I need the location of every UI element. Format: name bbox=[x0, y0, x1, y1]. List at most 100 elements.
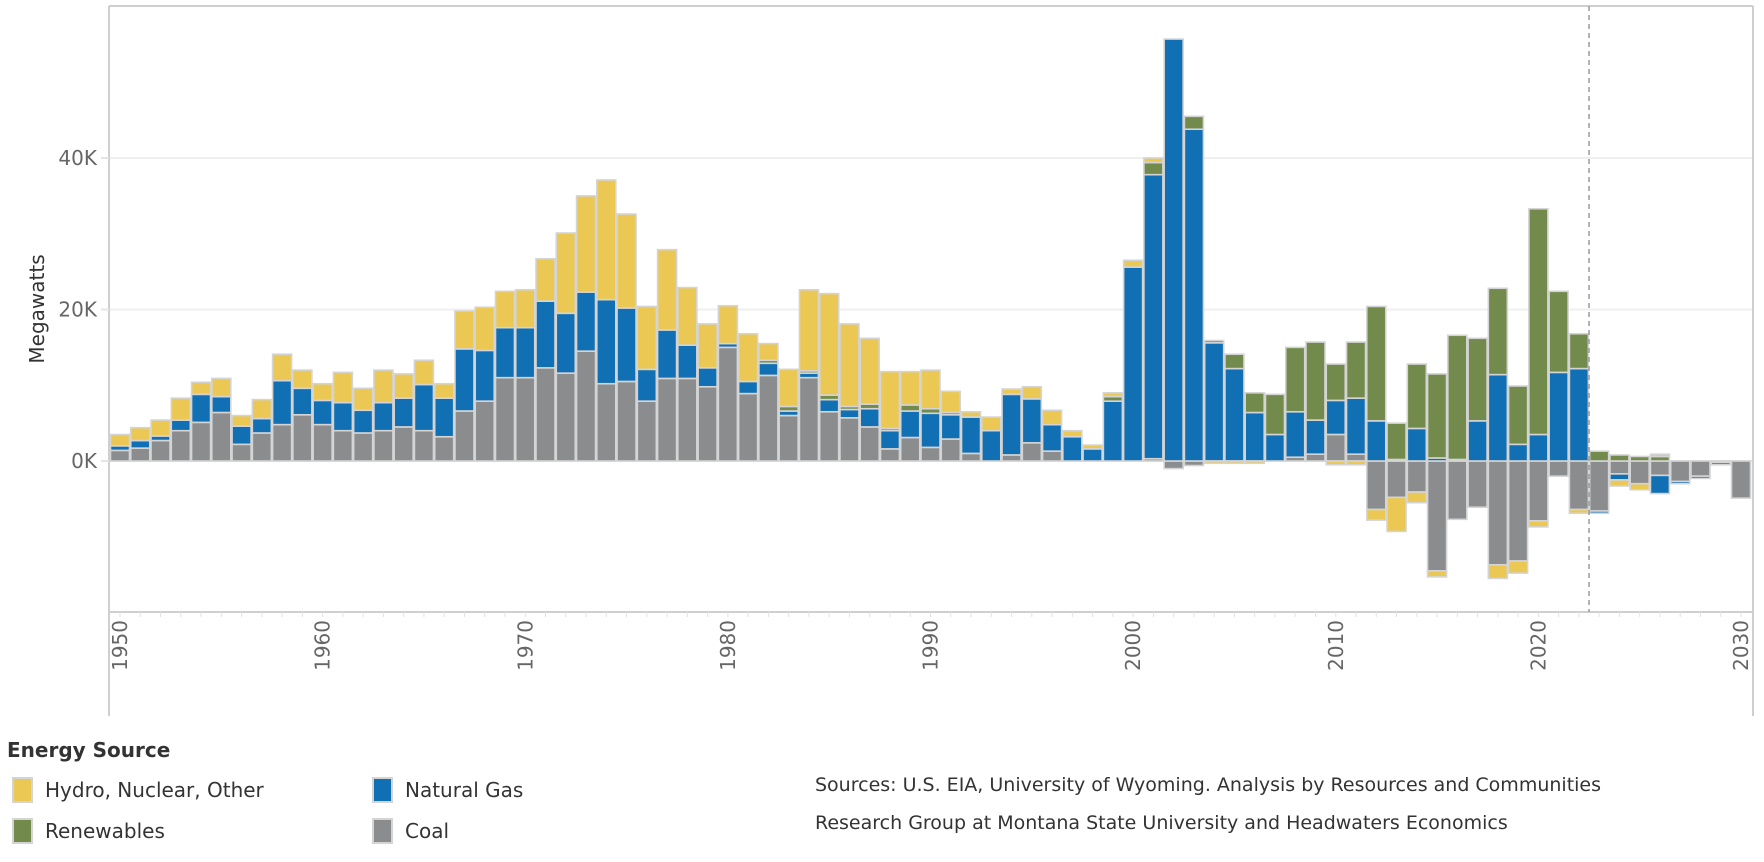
sources-line-1: Sources: U.S. EIA, University of Wyoming… bbox=[815, 774, 1602, 796]
bar-segment-coal-1973 bbox=[575, 350, 597, 462]
legend-item-natural-gas[interactable]: Natural Gas bbox=[372, 777, 523, 803]
bar-segment-hydro-nuclear-other-2018 bbox=[1487, 563, 1509, 580]
bar-segment-hydro-nuclear-other-1969 bbox=[494, 290, 516, 329]
bar-segment-natural-gas-1989 bbox=[899, 410, 921, 439]
bar-segment-natural-gas-1996 bbox=[1041, 423, 1063, 452]
bar-segment-natural-gas-1978 bbox=[677, 344, 698, 380]
bar-segment-renewables-2018 bbox=[1487, 287, 1509, 376]
bar-segment-natural-gas-2019 bbox=[1507, 443, 1529, 462]
bar-segment-hydro-nuclear-other-1973 bbox=[575, 195, 597, 293]
bar-segment-natural-gas-1967 bbox=[454, 348, 475, 412]
bar-segment-coal-2017 bbox=[1467, 460, 1488, 509]
bar-segment-coal-1964 bbox=[393, 426, 414, 462]
bar-segment-natural-gas-1988 bbox=[879, 429, 901, 450]
bar-segment-coal-2014 bbox=[1406, 460, 1428, 493]
x-tick-label: 1950 bbox=[108, 620, 132, 671]
bar-segment-natural-gas-1986 bbox=[839, 408, 860, 419]
legend-swatch-coal bbox=[372, 818, 393, 844]
bar-segment-coal-1979 bbox=[697, 385, 718, 462]
bar-segment-hydro-nuclear-other-1979 bbox=[697, 323, 718, 369]
bar-segment-natural-gas-1955 bbox=[211, 395, 232, 414]
bar-segment-coal-1952 bbox=[150, 439, 171, 462]
legend-item-renewables[interactable]: Renewables bbox=[12, 818, 165, 844]
bar-segment-natural-gas-1961 bbox=[332, 401, 354, 432]
bar-segment-coal-2013 bbox=[1386, 460, 1407, 499]
bar-segment-coal-1989 bbox=[899, 436, 921, 462]
bar-segment-coal-2028 bbox=[1690, 460, 1711, 477]
bar-segment-coal-2022 bbox=[1568, 460, 1590, 511]
legend-item-coal[interactable]: Coal bbox=[372, 818, 449, 844]
bar-segment-hydro-nuclear-other-1955 bbox=[211, 377, 232, 398]
legend-label: Natural Gas bbox=[405, 778, 524, 802]
bar-segment-coal-1959 bbox=[292, 413, 313, 462]
bar-segment-renewables-2023 bbox=[1588, 450, 1610, 462]
bar-segment-renewables-1989 bbox=[899, 404, 921, 412]
bar-segment-coal-2011 bbox=[1345, 453, 1367, 462]
y-axis-ticks: 0K 20K 40K bbox=[58, 146, 109, 473]
x-tick-label: 2030 bbox=[1729, 620, 1753, 671]
bar-segment-natural-gas-2024 bbox=[1609, 473, 1630, 481]
bar-segment-natural-gas-2012 bbox=[1365, 420, 1387, 462]
bar-segment-hydro-nuclear-other-2000 bbox=[1122, 259, 1144, 268]
bar-segment-natural-gas-2028 bbox=[1690, 475, 1711, 480]
bar-segment-coal-1956 bbox=[231, 443, 252, 462]
bar-segment-natural-gas-2003 bbox=[1183, 128, 1205, 462]
bar-segment-hydro-nuclear-other-1968 bbox=[474, 306, 496, 352]
bar-segment-hydro-nuclear-other-1978 bbox=[677, 286, 698, 346]
bar-segment-hydro-nuclear-other-2014 bbox=[1406, 491, 1428, 504]
bar-segment-hydro-nuclear-other-1996 bbox=[1041, 409, 1063, 426]
bar-segment-hydro-nuclear-other-1963 bbox=[373, 369, 394, 404]
bar-segment-coal-1958 bbox=[271, 423, 293, 462]
bar-segment-coal-2010 bbox=[1325, 433, 1347, 462]
bar-segment-coal-1953 bbox=[170, 429, 192, 462]
bar-segment-coal-1985 bbox=[818, 410, 840, 462]
bar-segment-hydro-nuclear-other-1966 bbox=[433, 382, 455, 399]
y-tick-label: 0K bbox=[71, 449, 98, 473]
bar-segment-renewables-2020 bbox=[1528, 207, 1549, 436]
legend-label: Coal bbox=[405, 819, 450, 843]
bar-segment-hydro-nuclear-other-2011 bbox=[1345, 460, 1367, 466]
bar-segment-natural-gas-2009 bbox=[1305, 419, 1326, 455]
bar-segment-hydro-nuclear-other-1956 bbox=[231, 414, 252, 427]
bar-segment-coal-1976 bbox=[636, 400, 658, 462]
bar-segment-hydro-nuclear-other-1990 bbox=[920, 369, 941, 410]
sources-line-2: Research Group at Montana State Universi… bbox=[815, 812, 1508, 834]
bar-segment-natural-gas-1985 bbox=[818, 398, 840, 413]
bar-segment-hydro-nuclear-other-2015 bbox=[1426, 570, 1448, 578]
bar-segment-hydro-nuclear-other-1958 bbox=[271, 353, 293, 382]
bar-segment-coal-1951 bbox=[129, 447, 151, 462]
bar-segment-coal-1981 bbox=[737, 392, 759, 462]
legend-title: Energy Source bbox=[7, 738, 171, 762]
bar-segment-coal-1975 bbox=[616, 380, 637, 462]
bar-segment-natural-gas-2026 bbox=[1649, 474, 1671, 495]
bar-segment-coal-1965 bbox=[413, 429, 435, 462]
bar-segment-natural-gas-2017 bbox=[1467, 420, 1488, 462]
bar-segment-coal-1963 bbox=[373, 429, 394, 462]
bar-segment-natural-gas-2018 bbox=[1487, 373, 1509, 462]
bar-segment-renewables-2009 bbox=[1305, 341, 1326, 421]
bar-segment-hydro-nuclear-other-1954 bbox=[190, 381, 212, 396]
bar-segment-coal-2016 bbox=[1447, 460, 1468, 521]
bar-segment-coal-2030 bbox=[1730, 460, 1752, 499]
bar-segment-renewables-2007 bbox=[1264, 393, 1286, 436]
bar-segment-coal-1955 bbox=[211, 411, 232, 462]
bar-segment-natural-gas-1998 bbox=[1082, 448, 1103, 462]
bar-segment-renewables-2005 bbox=[1224, 353, 1245, 370]
bar-segment-coal-1971 bbox=[535, 367, 556, 462]
legend-swatch-hydro bbox=[12, 777, 33, 803]
bar-segment-natural-gas-1979 bbox=[697, 367, 718, 388]
bar-segment-hydro-nuclear-other-2024 bbox=[1609, 479, 1630, 487]
bar-segment-natural-gas-2007 bbox=[1264, 433, 1286, 462]
bar-segment-natural-gas-1966 bbox=[433, 397, 455, 438]
bar-segment-hydro-nuclear-other-1985 bbox=[818, 292, 840, 396]
bar-segment-hydro-nuclear-other-1953 bbox=[170, 397, 192, 421]
x-tick-label: 2000 bbox=[1121, 620, 1145, 671]
bar-segment-natural-gas-1970 bbox=[514, 326, 536, 379]
legend-item-hydro[interactable]: Hydro, Nuclear, Other bbox=[12, 777, 264, 803]
bar-segment-coal-2025 bbox=[1629, 460, 1650, 485]
bar-segment-natural-gas-2027 bbox=[1669, 480, 1691, 485]
bar-segment-coal-1978 bbox=[677, 377, 698, 462]
bar-segment-coal-1950 bbox=[109, 449, 131, 462]
bar-segment-hydro-nuclear-other-2025 bbox=[1629, 482, 1650, 491]
bars bbox=[109, 38, 1752, 580]
